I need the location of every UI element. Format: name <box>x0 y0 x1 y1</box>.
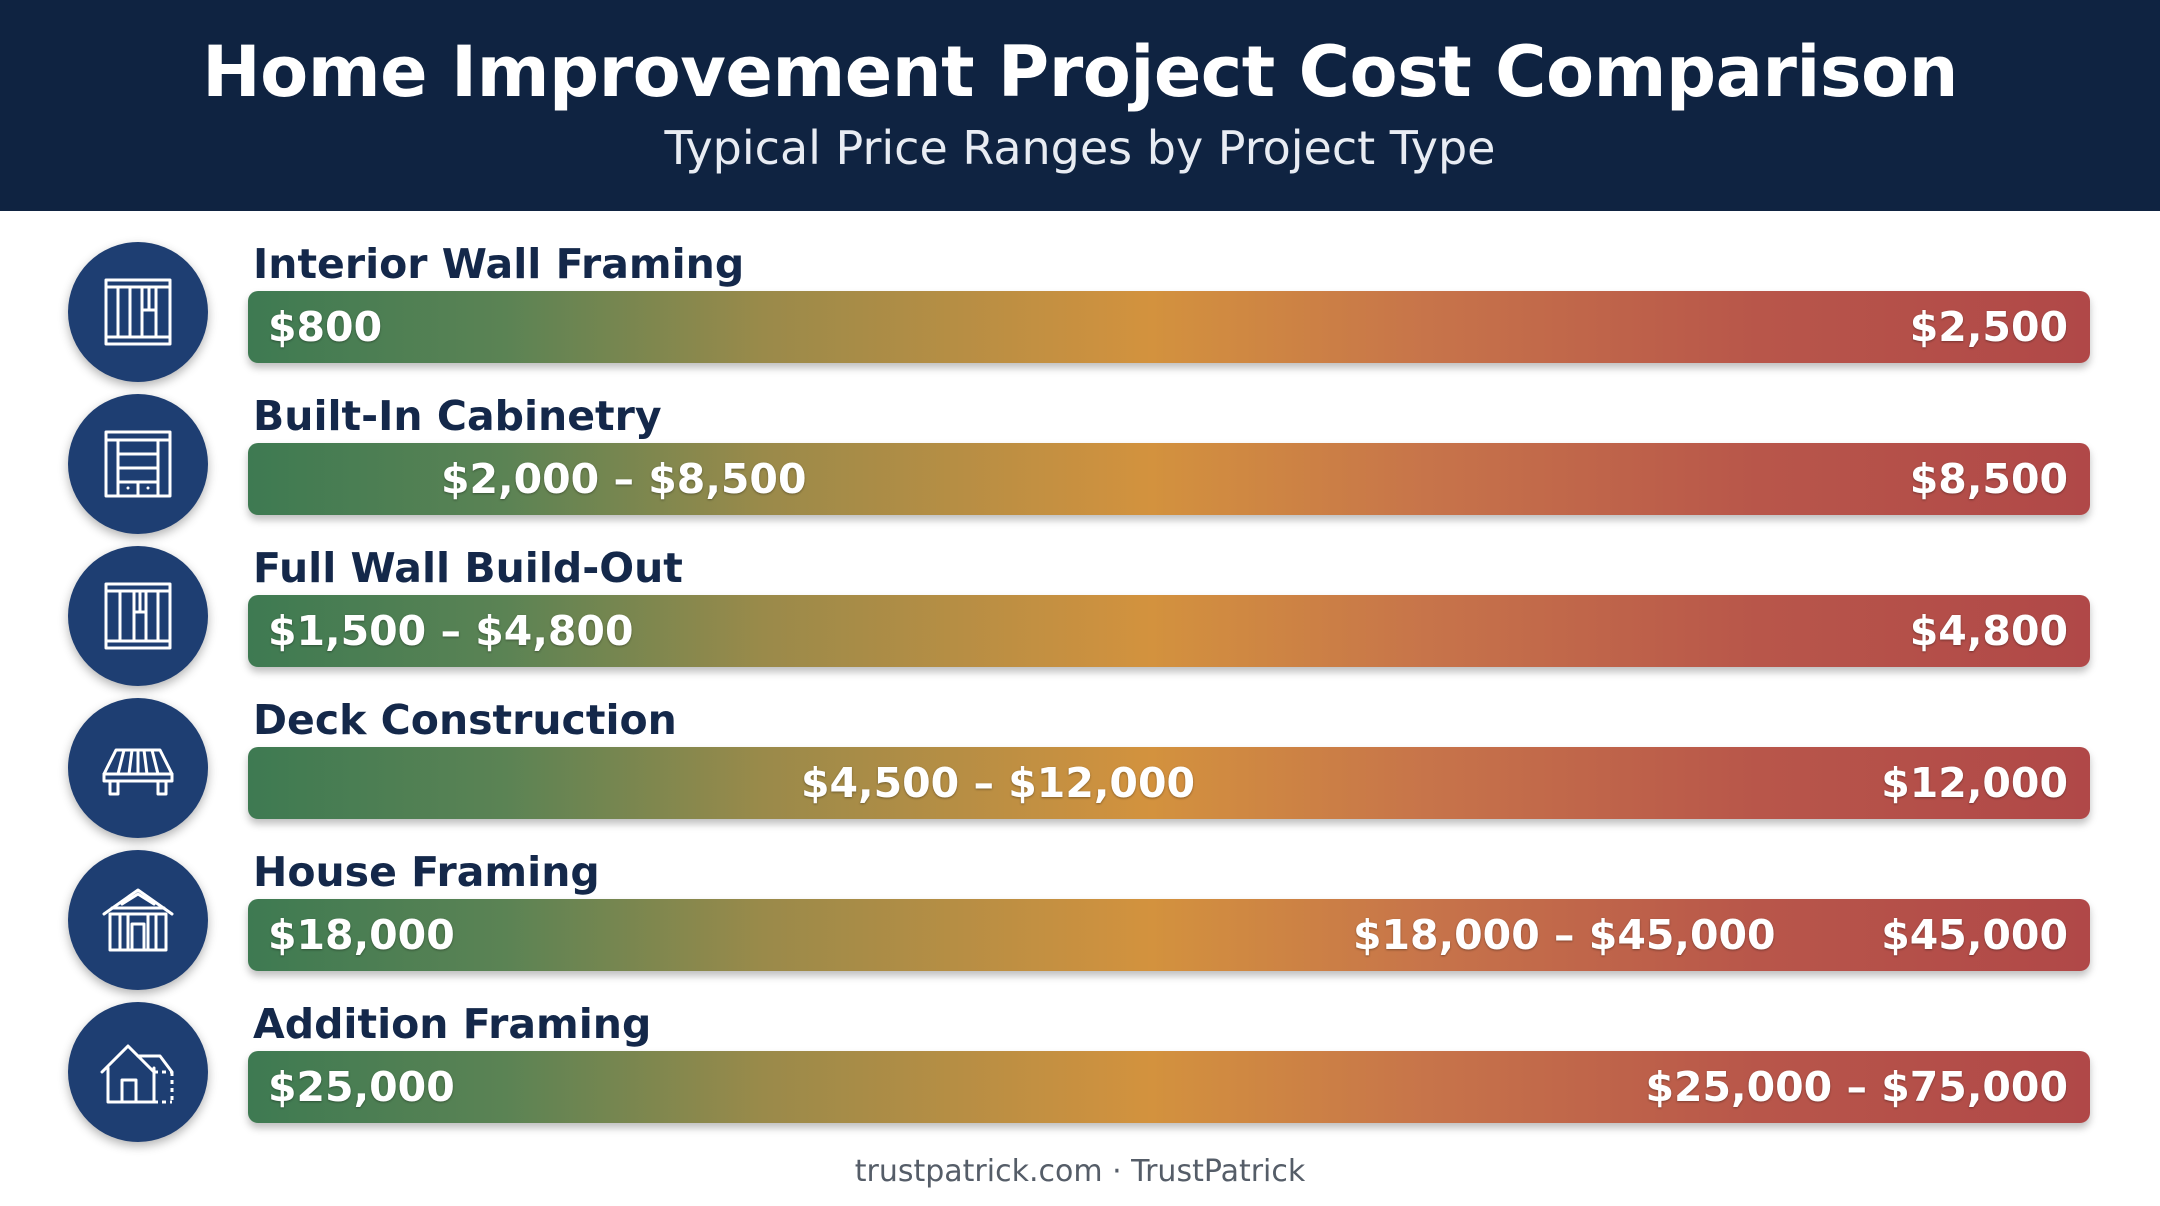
house-addition-icon <box>68 1002 208 1142</box>
cost-range-bar: $1,500 – $4,800 $4,800 <box>248 595 2090 667</box>
bar-value-label: $2,500 <box>1909 303 2068 351</box>
cost-range-bar: $18,000 $18,000 – $45,000 $45,000 <box>248 899 2090 971</box>
bar-value-label: $4,800 <box>1909 607 2068 655</box>
bar-value-label: $2,000 – $8,500 <box>441 455 807 503</box>
project-label: Built-In Cabinetry <box>253 392 662 440</box>
house-frame-icon <box>68 850 208 990</box>
house-addition-icon-glyph <box>100 1044 174 1104</box>
header-banner: Home Improvement Project Cost Comparison… <box>0 0 2160 211</box>
wall-build-icon-glyph <box>104 582 172 650</box>
page-subtitle: Typical Price Ranges by Project Type <box>664 121 1496 175</box>
footer-credit: trustpatrick.com · TrustPatrick <box>854 1154 1306 1189</box>
bar-value-label: $1,500 – $4,800 <box>268 607 634 655</box>
cost-range-bar: $2,000 – $8,500 $8,500 <box>248 443 2090 515</box>
wall-frame-icon <box>68 242 208 382</box>
bar-value-label: $8,500 <box>1909 455 2068 503</box>
project-label: Addition Framing <box>253 1000 652 1048</box>
house-frame-icon-glyph <box>102 888 174 952</box>
bar-value-label: $18,000 – $45,000 <box>1353 911 1776 959</box>
bar-value-label: $25,000 – $75,000 <box>1645 1063 2068 1111</box>
bar-value-label: $45,000 <box>1881 911 2068 959</box>
wall-build-icon <box>68 546 208 686</box>
project-label: Full Wall Build-Out <box>253 544 683 592</box>
bar-value-label: $18,000 <box>268 911 455 959</box>
wall-frame-icon-glyph <box>104 278 172 346</box>
bar-value-label: $4,500 – $12,000 <box>801 759 1196 807</box>
cabinet-icon <box>68 394 208 534</box>
project-label: House Framing <box>253 848 600 896</box>
deck-icon-glyph <box>102 748 174 796</box>
bar-value-label: $25,000 <box>268 1063 455 1111</box>
cabinet-icon-glyph <box>104 430 172 498</box>
deck-icon <box>68 698 208 838</box>
bar-value-label: $12,000 <box>1881 759 2068 807</box>
project-label: Interior Wall Framing <box>253 240 745 288</box>
cost-range-bar: $4,500 – $12,000 $12,000 <box>248 747 2090 819</box>
cost-range-bar: $800 $2,500 <box>248 291 2090 363</box>
page-title: Home Improvement Project Cost Comparison <box>202 31 1958 113</box>
cost-range-bar: $25,000 $25,000 – $75,000 <box>248 1051 2090 1123</box>
project-label: Deck Construction <box>253 696 677 744</box>
bar-value-label: $800 <box>268 303 383 351</box>
